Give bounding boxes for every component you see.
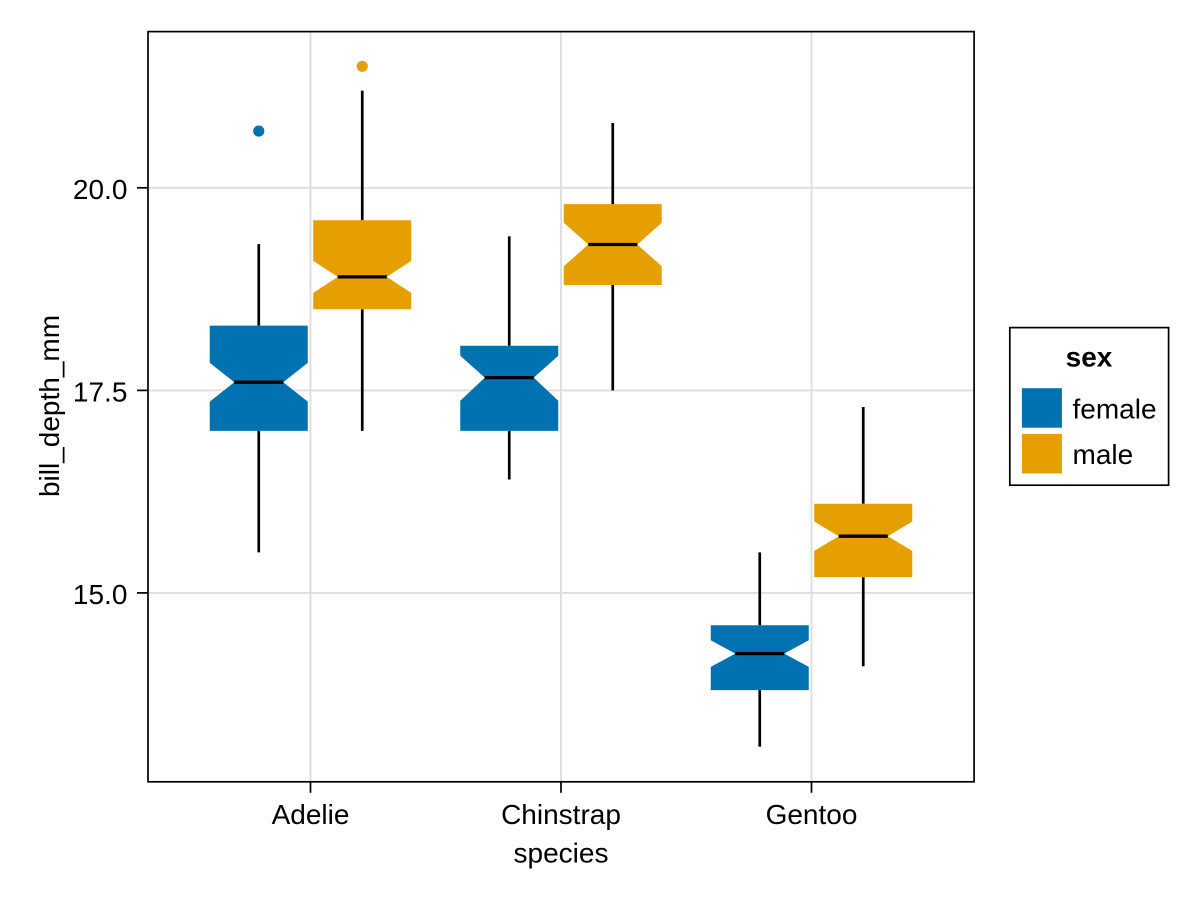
svg-text:male: male	[1073, 439, 1134, 470]
svg-text:15.0: 15.0	[73, 579, 128, 610]
svg-text:Chinstrap: Chinstrap	[501, 799, 621, 830]
svg-text:20.0: 20.0	[73, 174, 128, 205]
svg-text:Gentoo: Gentoo	[766, 799, 858, 830]
svg-text:sex: sex	[1066, 342, 1113, 373]
svg-text:bill_depth_mm: bill_depth_mm	[34, 315, 65, 497]
svg-text:species: species	[514, 837, 609, 868]
svg-text:female: female	[1073, 394, 1157, 425]
svg-text:Adelie: Adelie	[272, 799, 350, 830]
svg-text:17.5: 17.5	[73, 377, 128, 408]
